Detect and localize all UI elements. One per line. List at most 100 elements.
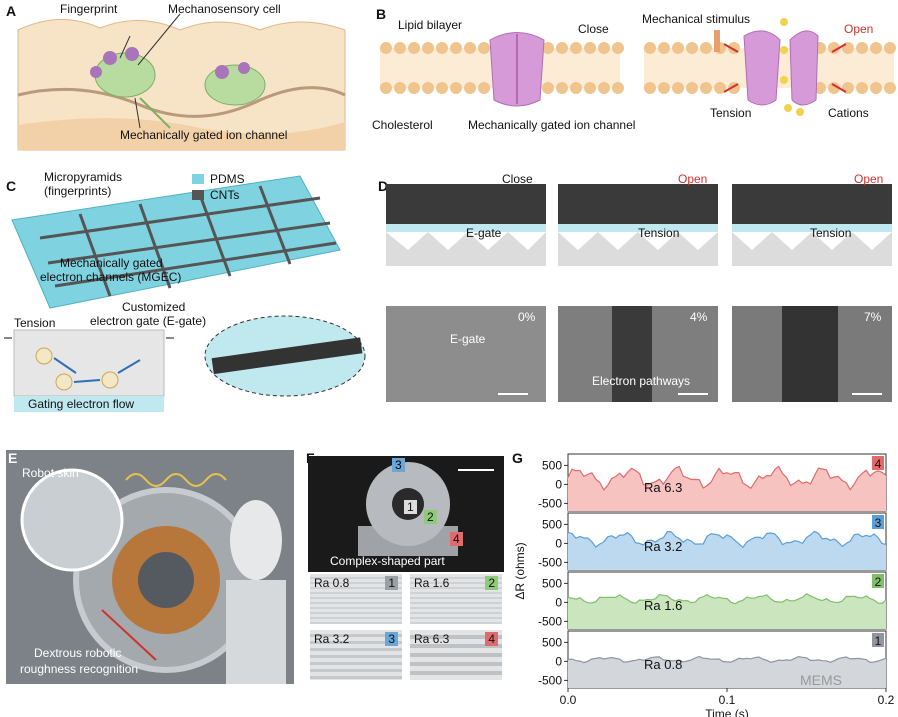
complex-part-label: Complex-shaped part (330, 554, 445, 568)
tension-c-label: Tension (14, 316, 56, 330)
close-label: Close (578, 22, 609, 36)
panel-a-label: A (6, 3, 17, 19)
y-axis-label: ΔR (ohms) (513, 542, 527, 599)
series-line-4 (567, 465, 887, 491)
y-tick-label: 0 (555, 536, 562, 550)
d-tension-label-1: Tension (638, 226, 680, 240)
sem-image-0 (386, 306, 546, 402)
sample-tile-1: Ra 0.8 1 (310, 574, 402, 624)
cnts-label: CNTs (210, 188, 240, 202)
panel-b-membranes (380, 18, 896, 116)
ion-channel-label: Mechanically gated ion channel (120, 128, 288, 142)
sample-badge-2: 2 (485, 576, 498, 590)
roughness-chart: 500 0 -500 Ra 6.3 4 500 0 -500 Ra 3.2 3 500 0 -500 Ra… (513, 453, 895, 717)
closed-membrane (380, 32, 624, 107)
sem-egate-label: E-gate (450, 332, 486, 346)
ion-channel-b-label: Mechanically gated ion channel (468, 118, 636, 132)
y-tick-label: 0 (555, 654, 562, 668)
y-tick-label: 500 (542, 576, 562, 590)
d-open-label-1: Open (678, 172, 708, 186)
pct-4-label: 4% (690, 310, 708, 324)
panel-d-illustration (386, 184, 892, 402)
x-axis-label: Time (s) (705, 707, 749, 717)
series-line-1 (567, 655, 887, 664)
series-badge-bg (872, 633, 884, 647)
panel-d-label: D (378, 178, 389, 194)
egate-label: electron gate (E-gate) (90, 314, 207, 328)
electron-pathways-label: Electron pathways (592, 374, 691, 388)
sample-badge-3: 3 (385, 632, 398, 646)
lipid-bilayer-label: Lipid bilayer (398, 18, 463, 32)
panel-c: C Micropyramids (fingerprints) PDMS CNTs… (0, 168, 372, 426)
mgec-label-2: electron channels (MGEC) (40, 270, 182, 284)
y-tick-label: 500 (542, 635, 562, 649)
panel-a-illustration (17, 13, 346, 151)
y-tick-label: -500 (538, 555, 562, 569)
x-tick-label: 0.1 (719, 693, 736, 707)
sample-ra-3: Ra 3.2 (314, 632, 350, 646)
pct-7-label: 7% (864, 310, 882, 324)
part-badge-1: 1 (404, 500, 417, 514)
y-tick-label: -500 (538, 496, 562, 510)
d-schematic-2 (558, 184, 718, 266)
stimulus-label: Mechanical stimulus (642, 12, 751, 26)
sample-tile-2: Ra 1.6 2 (410, 574, 502, 624)
sample-badge-1: 1 (385, 576, 398, 590)
y-tick-label: 500 (542, 517, 562, 531)
d-egate-label: E-gate (466, 226, 502, 240)
sample-ra-1: Ra 0.8 (314, 576, 350, 590)
panel-d: D Close Open Open E-gate Tension Tension… (378, 170, 898, 432)
series-badge-bg (872, 456, 884, 470)
fingerprint-label: Fingerprint (60, 2, 118, 16)
gating-flow-label: Gating electron flow (28, 397, 135, 411)
mechanosensory-cell-label: Mechanosensory cell (168, 2, 281, 16)
fingerprints-label: (fingerprints) (44, 184, 112, 198)
sample-tile-4: Ra 6.3 4 (410, 630, 502, 680)
dextrous-label-1: Dextrous robotic (34, 646, 122, 660)
part-badge-2: 2 (424, 510, 437, 524)
robot-scene (6, 450, 294, 684)
series-badge-2: 2 (875, 575, 882, 589)
mgec-label-1: Mechanically gated (60, 256, 163, 270)
watermark: MEMS (800, 672, 842, 688)
pdms-label: PDMS (210, 172, 245, 186)
dextrous-label-2: roughness recognition (20, 662, 139, 676)
panel-g-label: G (512, 450, 523, 466)
micropyramids-label: Micropyramids (44, 170, 123, 184)
y-tick-label: 0 (555, 595, 562, 609)
series-name-1: Ra 0.8 (644, 657, 682, 672)
series-badge-bg (872, 515, 884, 529)
panel-e: E Robot skin Dextrous robotic roughness … (6, 450, 294, 684)
part-badge-4: 4 (450, 532, 463, 546)
panel-a: A Fingerprint Mechanosensory cell Mechan… (0, 0, 370, 165)
d-tension-label-2: Tension (810, 226, 852, 240)
sample-tile-3: Ra 3.2 3 (310, 630, 402, 680)
panel-g: G 500 0 -500 Ra 6.3 4 500 0 -500 Ra 3.2 3 500 0 -500… (508, 450, 898, 717)
series-line-3 (567, 530, 887, 549)
open-membrane (644, 18, 896, 116)
x-tick-label: 0.0 (560, 693, 577, 707)
sample-ra-2: Ra 1.6 (414, 576, 450, 590)
series-area-4 (568, 466, 886, 511)
d-schematic-1 (386, 184, 546, 266)
series-badge-4: 4 (875, 457, 882, 471)
y-tick-label: -500 (538, 673, 562, 687)
panel-b-label: B (376, 6, 387, 22)
series-name-2: Ra 1.6 (644, 598, 682, 613)
panel-e-label: E (8, 450, 18, 466)
sample-badge-4: 4 (485, 632, 498, 646)
panel-f: F 3 1 2 4 Complex-shaped part Ra 0.8 1 R… (304, 450, 504, 690)
panel-c-illustration (4, 174, 366, 412)
series-badge-1: 1 (875, 634, 882, 648)
robot-skin-label: Robot skin (22, 466, 79, 480)
open-label: Open (844, 22, 874, 36)
x-tick-label: 0.2 (878, 693, 895, 707)
series-area-2 (568, 593, 886, 629)
d-open-label-2: Open (854, 172, 884, 186)
y-tick-label: -500 (538, 614, 562, 628)
series-badge-bg (872, 574, 884, 588)
panel-b: B Lipid bilayer Close Mechanical stimulu… (372, 0, 898, 165)
d-close-label: Close (502, 172, 533, 186)
sample-ra-4: Ra 6.3 (414, 632, 450, 646)
panel-c-label: C (6, 178, 17, 194)
